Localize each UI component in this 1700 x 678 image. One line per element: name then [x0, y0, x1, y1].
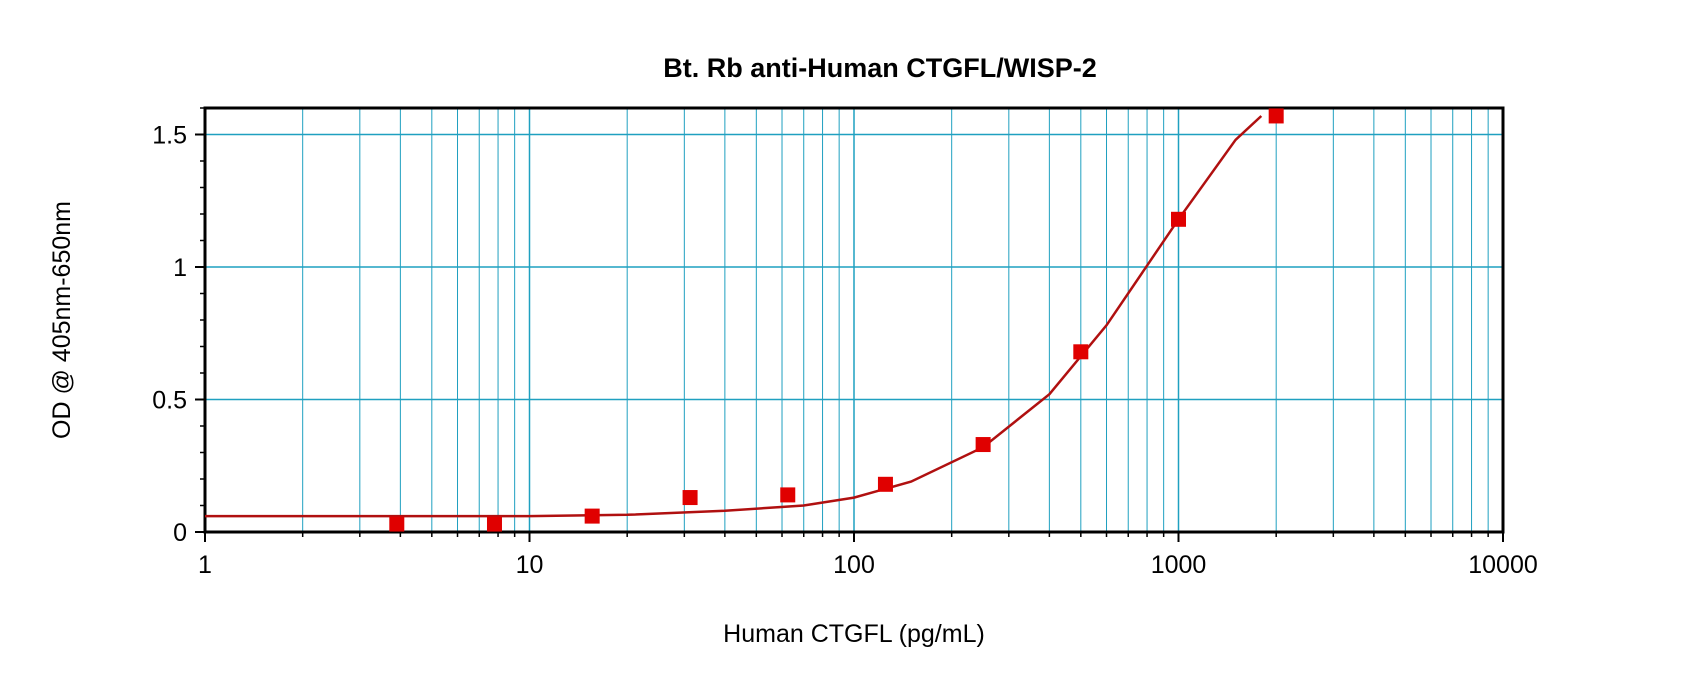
x-tick-label: 10000	[1468, 551, 1538, 579]
x-axis-label: Human CTGFL (pg/mL)	[723, 620, 985, 648]
data-point	[1268, 108, 1284, 124]
data-point	[1073, 344, 1089, 360]
data-point	[389, 516, 405, 532]
x-tick-label: 1	[198, 551, 212, 579]
data-point	[975, 437, 991, 453]
chart-title: Bt. Rb anti-Human CTGFL/WISP-2	[663, 53, 1096, 83]
x-tick-label: 1000	[1151, 551, 1207, 579]
x-tick-label: 10	[516, 551, 544, 579]
data-point	[877, 476, 893, 492]
y-tick-label: 0	[173, 519, 187, 547]
x-tick-label: 100	[833, 551, 875, 579]
y-axis-label: OD @ 405nm-650nm	[48, 201, 76, 439]
data-point	[1171, 211, 1186, 227]
y-tick-label: 1	[173, 254, 187, 282]
x-axis-ticks: 1 10 100 1000 10000	[198, 532, 1538, 579]
y-tick-label: 1.5	[152, 122, 187, 150]
data-point	[486, 516, 502, 532]
fit-curve	[205, 115, 1263, 518]
grid	[205, 108, 1503, 532]
y-tick-label: 0.5	[152, 387, 187, 415]
y-axis-ticks: 0 0.5 1 1.5	[152, 122, 205, 547]
data-points	[389, 108, 1284, 532]
data-point	[682, 490, 698, 506]
data-point	[780, 487, 796, 503]
minor-ticks	[200, 107, 1489, 537]
data-point	[584, 508, 600, 524]
